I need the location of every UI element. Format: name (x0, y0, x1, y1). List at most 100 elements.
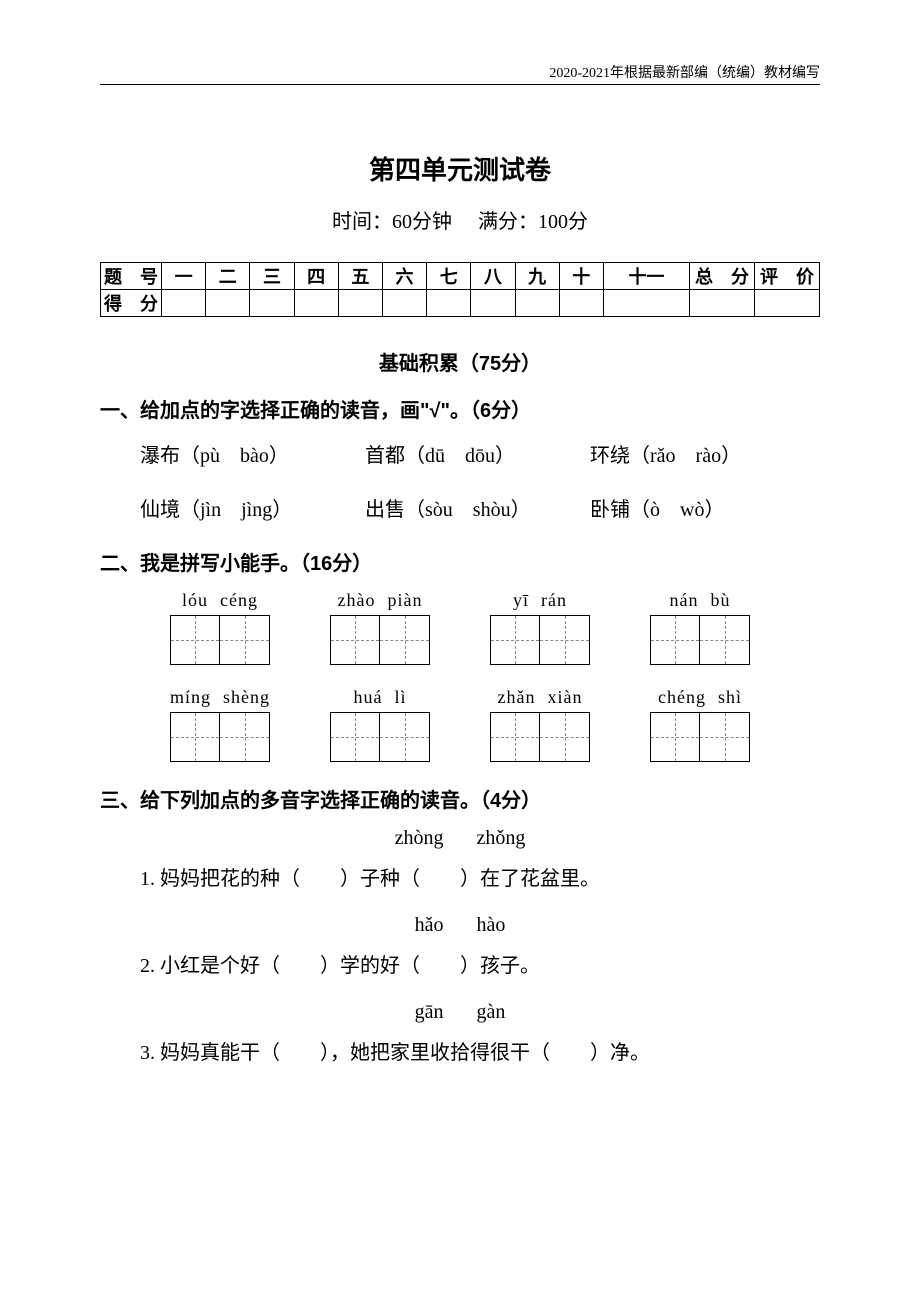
tianzige (220, 615, 270, 665)
pinyin-group: nánbù (620, 590, 780, 611)
pinyin: yī (513, 590, 529, 611)
score-header-cell: 三 (250, 263, 294, 290)
table-row: 题 号 一 二 三 四 五 六 七 八 九 十 十一 总 分 评 价 (101, 263, 820, 290)
q3-pinyin: gān gàn (100, 1001, 820, 1024)
tianzige (700, 615, 750, 665)
pinyin: hào (477, 914, 506, 937)
section-basic: 基础积累（75分） (100, 347, 820, 376)
pinyin: shèng (223, 687, 270, 708)
pinyin-group: zhǎnxiàn (460, 687, 620, 708)
q1-item: 仙境（jìn jìng） (140, 491, 360, 529)
tianzige (380, 615, 430, 665)
score-header-cell: 十 (559, 263, 603, 290)
score-table: 题 号 一 二 三 四 五 六 七 八 九 十 十一 总 分 评 价 得 分 (100, 262, 820, 317)
tianzige (170, 615, 220, 665)
score-header-cell: 一 (162, 263, 206, 290)
q2-pinyin-row: lóucéng zhàopiàn yīrán nánbù (140, 590, 820, 611)
score-row-label: 得 分 (101, 290, 162, 317)
score-cell (338, 290, 382, 317)
tianzige (490, 712, 540, 762)
pinyin: céng (220, 590, 258, 611)
q1-head: 一、给加点的字选择正确的读音，画"√"。（6分） (100, 394, 820, 423)
score-header-cell: 题 号 (101, 263, 162, 290)
score-cell (755, 290, 820, 317)
pinyin: zhǒng (477, 827, 526, 850)
q2-pinyin-row: míng shèng huálì zhǎnxiàn chéngshì (140, 687, 820, 708)
score-cell (471, 290, 515, 317)
tianzige-pair (460, 615, 620, 665)
score-header-cell: 四 (294, 263, 338, 290)
score-cell (294, 290, 338, 317)
pinyin-group: chéngshì (620, 687, 780, 708)
q2-head: 二、我是拼写小能手。（16分） (100, 547, 820, 576)
q2-box-row (140, 615, 820, 665)
q1-item: 环绕（rǎo rào） (590, 437, 741, 475)
header-note: 2020-2021年根据最新部编（统编）教材编写 (100, 62, 820, 85)
score-header-cell: 九 (515, 263, 559, 290)
pinyin: bù (711, 590, 731, 611)
tianzige-pair (300, 615, 460, 665)
score-cell (559, 290, 603, 317)
pinyin: lì (394, 687, 406, 708)
pinyin: chéng (658, 687, 706, 708)
tianzige-pair (620, 615, 780, 665)
score-header-cell: 评 价 (755, 263, 820, 290)
tianzige-pair (620, 712, 780, 762)
pinyin: lóu (182, 590, 208, 611)
q3-sentence: 1. 妈妈把花的种（ ）子种（ ）在了花盆里。 (140, 860, 820, 898)
pinyin-group: yīrán (460, 590, 620, 611)
q3-pinyin: hǎo hào (100, 914, 820, 937)
q3-sentence: 3. 妈妈真能干（ ），她把家里收拾得很干（ ）净。 (140, 1034, 820, 1072)
tianzige-pair (140, 712, 300, 762)
tianzige (540, 712, 590, 762)
q1-item: 卧铺（ò wò） (590, 491, 724, 529)
score-cell (427, 290, 471, 317)
pinyin-group: lóucéng (140, 590, 300, 611)
pinyin-group: huálì (300, 687, 460, 708)
q1-item: 出售（sòu shòu） (365, 491, 585, 529)
tianzige (650, 615, 700, 665)
score-header-cell: 八 (471, 263, 515, 290)
q1-item: 首都（dū dōu） (365, 437, 585, 475)
pinyin: piàn (387, 590, 422, 611)
pinyin: míng (170, 687, 211, 708)
pinyin: zhòng (395, 827, 444, 850)
pinyin-group: míng shèng (140, 687, 300, 708)
full-value: 100分 (538, 211, 588, 233)
score-cell (515, 290, 559, 317)
page-title: 第四单元测试卷 (100, 150, 820, 187)
pinyin: xiàn (547, 687, 582, 708)
tianzige (700, 712, 750, 762)
q1-item: 瀑布（pù bào） (140, 437, 360, 475)
pinyin: gàn (477, 1001, 506, 1024)
score-header-cell: 七 (427, 263, 471, 290)
pinyin-group: zhàopiàn (300, 590, 460, 611)
pinyin: hǎo (415, 914, 444, 937)
time-value: 60分钟 (392, 211, 452, 233)
pinyin: gān (415, 1001, 444, 1024)
score-header-cell: 五 (338, 263, 382, 290)
time-label: 时间： (332, 211, 392, 233)
score-cell (250, 290, 294, 317)
tianzige (170, 712, 220, 762)
subtitle: 时间：60分钟 满分：100分 (100, 205, 820, 234)
tianzige (490, 615, 540, 665)
score-header-cell: 六 (382, 263, 426, 290)
table-row: 得 分 (101, 290, 820, 317)
tianzige (650, 712, 700, 762)
tianzige (330, 712, 380, 762)
tianzige (380, 712, 430, 762)
pinyin: huá (353, 687, 382, 708)
tianzige-pair (140, 615, 300, 665)
q1-row: 瀑布（pù bào） 首都（dū dōu） 环绕（rǎo rào） (140, 437, 820, 475)
q3-sentence: 2. 小红是个好（ ）学的好（ ）孩子。 (140, 947, 820, 985)
score-header-cell: 总 分 (690, 263, 755, 290)
tianzige (220, 712, 270, 762)
score-cell (690, 290, 755, 317)
tianzige-pair (460, 712, 620, 762)
q2-box-row (140, 712, 820, 762)
score-cell (603, 290, 689, 317)
full-label: 满分： (478, 211, 538, 233)
score-header-cell: 十一 (603, 263, 689, 290)
score-header-cell: 二 (206, 263, 250, 290)
